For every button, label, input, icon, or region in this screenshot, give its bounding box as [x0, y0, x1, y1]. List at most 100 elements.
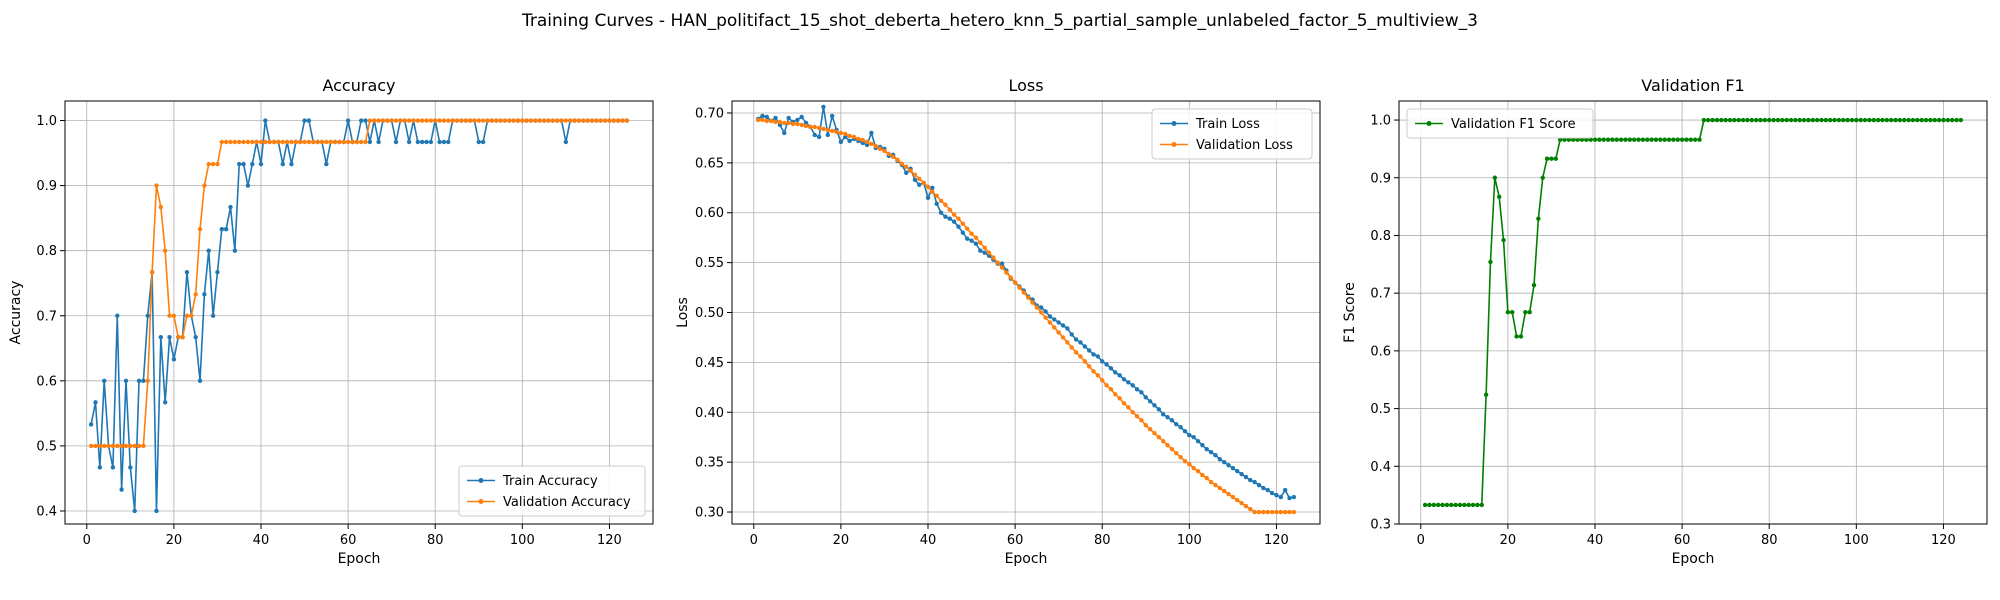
validation-accuracy-point — [489, 118, 495, 123]
validation-accuracy-point — [472, 118, 477, 123]
validation-accuracy-point — [328, 139, 333, 145]
train-accuracy-point — [123, 378, 129, 384]
validation-loss-point — [943, 202, 948, 207]
validation-accuracy-point — [258, 139, 264, 145]
validation-accuracy-point — [263, 139, 268, 145]
validation-f1-score-point — [1632, 137, 1637, 142]
train-loss-point — [1274, 492, 1279, 498]
validation-f1-score-point — [1597, 137, 1602, 142]
validation-loss-point — [1095, 373, 1101, 378]
validation-accuracy-point — [372, 118, 377, 123]
validation-loss-point — [773, 119, 778, 125]
train-loss-point — [825, 132, 831, 138]
train-loss-point — [1200, 442, 1205, 448]
validation-loss-point — [873, 143, 878, 149]
validation-f1-score-point — [1475, 502, 1480, 508]
validation-accuracy-point — [245, 139, 251, 145]
train-loss-point — [795, 117, 800, 123]
validation-accuracy-point — [167, 313, 172, 318]
loss-y-tick-label: 0.55 — [695, 256, 724, 271]
loss-legend: Train Loss Validation Loss — [1151, 108, 1313, 160]
validation-f1-score-point — [1814, 117, 1820, 123]
loss-title: Loss — [1008, 76, 1043, 95]
validation-loss-point — [1169, 446, 1175, 452]
validation-accuracy-point — [119, 443, 124, 449]
validation-accuracy-point — [97, 443, 103, 449]
validation-f1-score-point — [1496, 194, 1502, 199]
loss-x-axis-label: Epoch — [1005, 551, 1048, 567]
validation-loss-point — [764, 118, 770, 124]
validation-f1-score-point — [1849, 117, 1855, 123]
validation-loss-point — [843, 131, 848, 137]
validation-f1-score-point — [1954, 117, 1959, 123]
train-loss-point — [1100, 359, 1105, 364]
validation-accuracy-point — [136, 443, 142, 449]
validation-loss-point — [1121, 401, 1127, 406]
train-loss-point — [1265, 487, 1270, 493]
validation-f1-score-point — [1806, 117, 1811, 123]
train-loss-point — [1091, 352, 1096, 357]
train-loss-point — [1086, 348, 1092, 353]
train-loss-point — [829, 113, 835, 119]
validation-accuracy-point — [241, 139, 246, 145]
accuracy-panel: 0 20 40 60 80 100 120 0.4 0.5 0.6 0.7 0.8 0.9 1.0 Accu… — [8, 76, 654, 567]
validation-loss-point — [869, 141, 874, 147]
accuracy-y-tick-label: 0.8 — [36, 244, 57, 259]
validation-f1-score-point — [1719, 117, 1724, 123]
validation-f1-score-point — [1771, 117, 1776, 123]
train-accuracy-point — [415, 139, 420, 145]
validation-accuracy-legend-marker — [478, 499, 484, 504]
validation-loss-point — [1052, 325, 1057, 330]
validation-loss-point — [899, 161, 905, 167]
validation-f1-legend: Validation F1 Score — [1406, 108, 1594, 139]
train-loss-point — [1169, 418, 1175, 423]
validation-accuracy-point — [598, 118, 603, 123]
loss-y-tick-label: 0.35 — [695, 456, 724, 471]
validation-accuracy-point — [324, 139, 329, 145]
validation-loss-point — [1256, 509, 1262, 515]
validation-accuracy-point — [358, 139, 364, 145]
validation-accuracy-point — [284, 139, 290, 145]
validation-f1-score-point — [1510, 310, 1515, 315]
train-accuracy-point — [93, 400, 98, 405]
train-accuracy-point — [289, 161, 294, 167]
validation-accuracy-point — [568, 118, 573, 123]
accuracy-y-tick-label: 0.6 — [36, 374, 57, 389]
validation-accuracy-point — [176, 335, 181, 340]
train-loss-point — [917, 182, 922, 188]
validation-f1-score-point — [1675, 137, 1680, 142]
validation-f1-panel: 0 20 40 60 80 100 120 0.3 0.4 0.5 0.6 0.7 0.8 0.9 1.0 V… — [1342, 76, 1988, 567]
validation-loss-point — [1191, 465, 1196, 471]
validation-accuracy-point — [385, 118, 390, 123]
validation-loss-point — [799, 122, 804, 128]
validation-accuracy-point — [515, 118, 521, 123]
validation-accuracy-point — [302, 139, 307, 145]
validation-loss-point — [1152, 431, 1157, 436]
validation-loss-point — [1060, 335, 1066, 340]
validation-loss-point — [1104, 383, 1109, 388]
validation-accuracy-point — [424, 118, 429, 123]
train-accuracy-point — [393, 139, 399, 145]
validation-f1-score-point — [1649, 137, 1654, 142]
validation-accuracy-point — [332, 139, 338, 145]
train-accuracy-point — [158, 335, 164, 340]
validation-loss-point — [755, 117, 761, 123]
validation-accuracy-point — [102, 443, 107, 449]
validation-f1-score-point — [1679, 137, 1685, 142]
train-accuracy-point — [245, 183, 251, 188]
train-accuracy-point — [250, 161, 255, 167]
train-loss-point — [982, 250, 987, 255]
validation-f1-y-tick-label: 0.9 — [1370, 171, 1391, 186]
validation-loss-point — [812, 124, 817, 130]
validation-f1-score-point — [1531, 282, 1537, 288]
validation-loss-point — [856, 136, 861, 142]
train-loss-point — [1143, 395, 1148, 400]
train-loss-point — [1117, 373, 1122, 378]
validation-loss-point — [829, 128, 835, 134]
validation-loss-point — [782, 120, 787, 126]
validation-accuracy-point — [415, 118, 420, 123]
validation-loss-point — [1269, 509, 1275, 515]
loss-panel: 0 20 40 60 80 100 120 0.30 0.35 0.40 0.45 0.50 0.55 0… — [675, 76, 1321, 567]
validation-f1-score-point — [1867, 117, 1872, 123]
validation-loss-point — [1126, 405, 1131, 410]
